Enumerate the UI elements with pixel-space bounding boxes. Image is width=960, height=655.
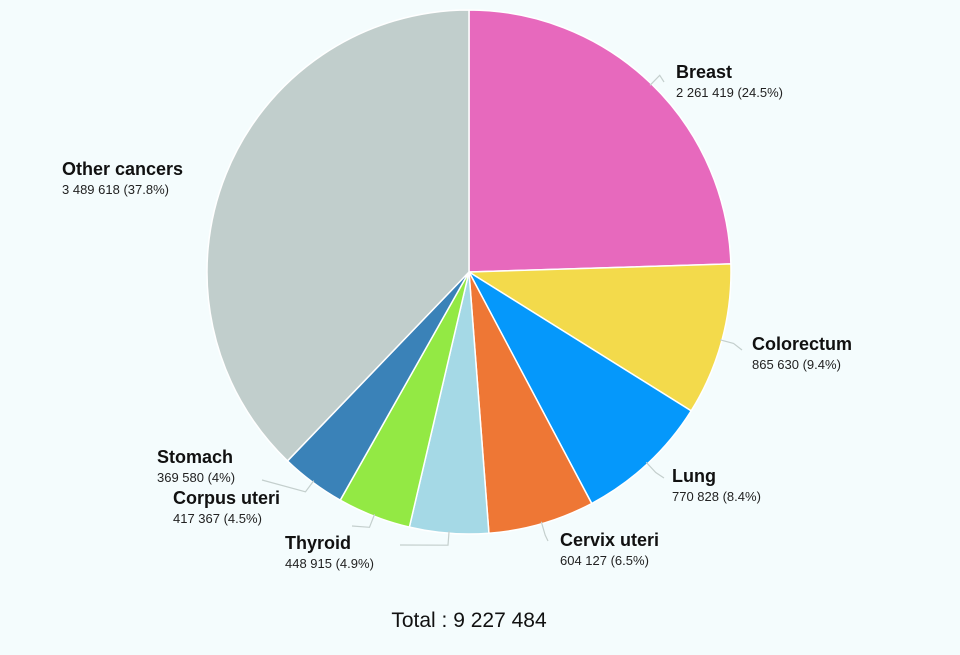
slice-label-other-cancers: Other cancers (62, 159, 183, 179)
slice-label-thyroid: Thyroid (285, 533, 351, 553)
slice-label-colorectum: Colorectum (752, 334, 852, 354)
leader-line-cervix-uteri (540, 521, 549, 542)
leader-line-lung (645, 461, 665, 479)
leader-line-colorectum (719, 339, 743, 351)
leader-line-breast (649, 74, 665, 86)
slice-value-other-cancers: 3 489 618 (37.8%) (62, 182, 169, 197)
leader-line-thyroid (399, 531, 450, 546)
pie-slice-breast (468, 9, 732, 273)
slice-label-lung: Lung (672, 466, 716, 486)
total-label: Total : 9 227 484 (391, 609, 547, 632)
pie-slice-other-cancers (206, 9, 470, 462)
slice-value-cervix-uteri: 604 127 (6.5%) (560, 553, 649, 568)
slice-value-lung: 770 828 (8.4%) (672, 489, 761, 504)
slice-label-corpus-uteri: Corpus uteri (173, 488, 280, 508)
slice-labels: Breast 2 261 419 (24.5%) Colorectum 865 630… (62, 62, 852, 571)
slice-value-corpus-uteri: 417 367 (4.5%) (173, 511, 262, 526)
pie-slices (206, 9, 732, 535)
leader-lines (261, 74, 743, 546)
slice-label-stomach: Stomach (157, 447, 233, 467)
leader-line-corpus-uteri (351, 514, 376, 528)
slice-value-stomach: 369 580 (4%) (157, 470, 235, 485)
leader-line-stomach (261, 479, 315, 493)
slice-value-breast: 2 261 419 (24.5%) (676, 85, 783, 100)
slice-value-colorectum: 865 630 (9.4%) (752, 357, 841, 372)
slice-label-cervix-uteri: Cervix uteri (560, 530, 659, 550)
slice-label-breast: Breast (676, 62, 732, 82)
slice-value-thyroid: 448 915 (4.9%) (285, 556, 374, 571)
